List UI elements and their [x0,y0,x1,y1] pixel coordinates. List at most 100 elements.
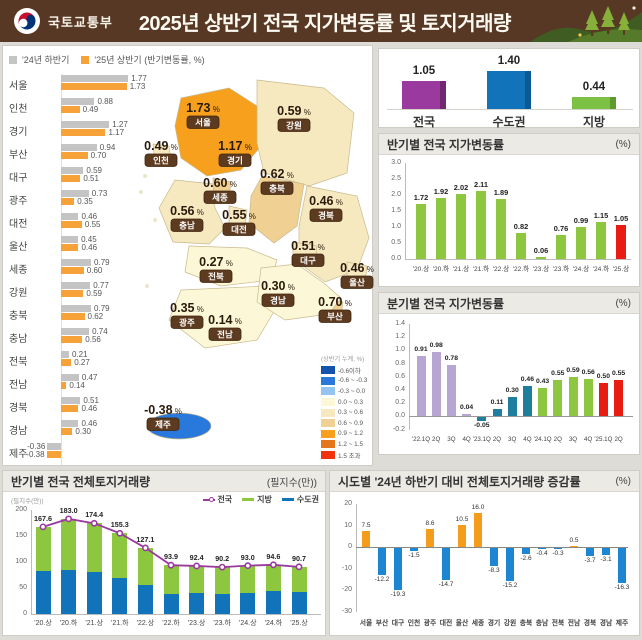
summary-category: 전국 [412,115,436,129]
summary-chart-panel: 1.05 전국 1.40 수도권 0.44 지방 [378,48,640,129]
x-label: '20.상 [34,620,52,627]
map-badge-label-경북: 경북 [318,211,334,221]
x-axis [405,259,631,260]
region-label: 충북 [9,311,28,322]
x-label: 경기 [487,620,501,627]
pair-value: 0.70 [90,150,107,160]
y-tick: 0.0 [391,255,401,262]
summary-bar [487,71,525,109]
pair-bar [61,382,67,389]
regional-change-chart: 20 10 0 -10 -20 -30 7.5 서울 -12.2 부산 -19.3 대구 -1.5 인천 8… [330,492,639,636]
map-badge-강원 [277,118,311,132]
map-legend: (상반기 누계, %) -0.6이하 -0.6 ~ -0.3 -0.3 ~ 0.0 0… [321,354,373,460]
x-label: '25.상 [612,266,630,273]
map-badge-label-광주: 광주 [179,318,195,328]
x-label: '23.하 [213,620,231,627]
y-tick: 0.0 [395,412,405,420]
legend-label: 수도권 [296,495,319,504]
bar [394,548,402,590]
map-badge-label-제주: 제주 [155,420,171,430]
pair-value: 0.60 [86,265,103,275]
map-legend-swatch [321,440,335,449]
transactions-title-bar: 반기별 전국 전체토지거래량 (필지수(만)) [3,471,325,492]
bar-sudogwon [61,570,77,614]
x-label: 강원 [503,620,517,627]
pair-value: 0.49 [82,104,99,114]
y-tick: 200 [15,506,27,513]
y-axis [405,163,406,259]
legend-item: 수도권 [281,494,319,505]
x-label: 충남 [535,620,549,627]
map-badge-충북 [260,181,294,195]
percent-sign: % [173,407,182,416]
pair-bar [61,259,92,266]
pair-value: 0.79 [94,303,110,313]
map-value-충북: 0.62 % [260,167,294,181]
map-badge-경남 [261,293,295,307]
bar-value: -8.3 [488,567,500,575]
bar-value: -16.3 [614,584,630,592]
pair-bar [61,106,80,113]
y-tick: -0.2 [392,425,405,433]
bar [492,409,502,417]
pair-value: 1.27 [112,119,128,129]
transactions-chart: (필지수(만)) 전국 지방 수도권 0 50 100 150 200 167.6 '20.상 183… [3,492,325,636]
pair-value: -0.38 [26,449,45,459]
trees-decoration-icon [530,6,642,42]
region-compare-chart: 서울 1.77 1.73 인천 0.88 0.49 경기 1.27 1.17 부산 0.94 0.70… [3,72,173,465]
regional-change-title: 시도별 '24년 하반기 대비 전체토지거래량 증감률 [338,474,581,489]
bar-jibang [35,526,51,571]
map-value-서울: 1.73 % [186,101,220,115]
bar [536,257,546,259]
bar-value: -0.3 [552,550,564,558]
map-legend-label: 0.3 ~ 0.6 [338,409,364,417]
x-label: '20.상 [412,266,430,273]
quarterly-title-bar: 분기별 전국 지가변동률 (%) [379,293,639,314]
bar-value: -12.2 [374,575,390,583]
x-label: '21.하 [472,266,490,273]
x-label: '20.하 [432,266,450,273]
map-badge-부산 [318,309,352,323]
y-tick: 1.2 [395,333,405,341]
y-tick: 0.4 [395,386,405,393]
bar-value: 0.04 [459,403,474,411]
bar [506,548,514,582]
pair-value: 0.73 [91,188,108,198]
pair-value: 1.77 [131,73,147,83]
map-badge-대구 [291,253,325,267]
y-axis [409,324,410,430]
chart-legend: 전국 지방 수도권 [203,494,319,505]
map-badge-울산 [340,275,374,289]
bar-value: 0.43 [535,378,550,386]
total-value: 127.1 [136,534,155,544]
x-label: '25.1Q [594,436,613,443]
bar [462,413,472,417]
bar [362,531,370,548]
legend-swatch [281,498,294,501]
bar-value: 2.02 [453,183,469,193]
map-legend-swatch [321,387,335,396]
bar [570,546,578,548]
pair-value: 1.73 [129,81,146,91]
bar-value: 8.6 [425,519,435,527]
pair-value: 0.55 [84,219,101,229]
bar-jibang [112,533,128,578]
bar-value: 0.59 [566,367,580,375]
summary-category: 지방 [582,115,606,129]
pair-bar [61,328,90,335]
bar [446,364,456,417]
pair-bar [61,313,85,320]
bar [618,548,626,584]
y-tick: 150 [15,532,27,539]
pair-bar [61,167,84,174]
y-tick: 100 [15,558,27,565]
x-label: 세종 [471,620,485,627]
bar-value: -0.4 [536,550,548,558]
pair-value: -0.36 [27,441,46,451]
pair-value: 0.77 [93,280,109,290]
map-legend-swatch [321,451,335,460]
map-value-경남: 0.30 % [261,279,295,293]
legend-item: 전국 [203,494,232,505]
pair-bar [61,351,69,358]
x-label: '24.상 [572,266,590,273]
